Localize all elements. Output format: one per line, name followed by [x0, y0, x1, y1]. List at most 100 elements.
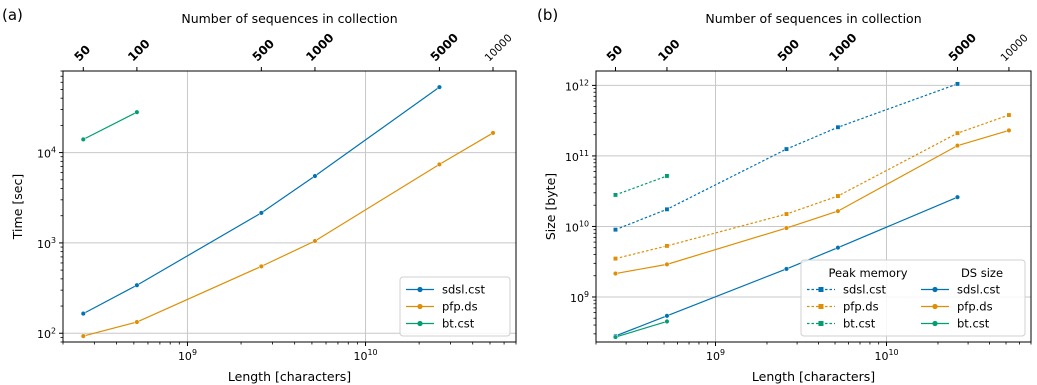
top-axis-tick-label: 50	[72, 42, 94, 64]
plot-frame	[62, 70, 517, 343]
top-axis-tick-label: 500	[250, 36, 278, 64]
legend-label: sdsl.cst	[442, 283, 485, 297]
data-point	[612, 334, 619, 340]
series-line-pfp-ds	[615, 129, 1010, 275]
legend-marker	[818, 287, 824, 292]
legend-box	[800, 259, 1026, 337]
data-point	[664, 313, 670, 319]
data-point	[835, 193, 841, 199]
y-axis-label: Size [byte]	[543, 173, 558, 240]
data-point	[835, 245, 841, 251]
series-line-sdsl-cst	[83, 86, 440, 315]
y-tick-label: 1010	[565, 220, 589, 235]
plot-frame	[595, 70, 1032, 343]
legend-marker	[932, 320, 938, 327]
y-tick-label: 1011	[565, 149, 589, 164]
data-point	[312, 238, 318, 244]
data-point	[954, 194, 961, 200]
legend-marker	[932, 286, 938, 293]
y-axis-label: Time [sec]	[10, 174, 25, 240]
data-point	[664, 173, 670, 179]
data-point	[664, 243, 670, 249]
data-point	[436, 84, 442, 90]
data-point	[80, 311, 86, 317]
data-point	[613, 256, 618, 262]
legend-box	[399, 276, 511, 337]
y-tick-label: 102	[37, 326, 56, 341]
legend-marker	[417, 320, 423, 327]
legend-label: pfp.ds	[843, 300, 879, 314]
data-point	[258, 263, 264, 269]
y-tick-label: 104	[37, 146, 56, 161]
data-point	[664, 261, 670, 267]
top-axis-tick-label: 10000	[999, 32, 1031, 64]
top-axis-tick-label: 5000	[428, 31, 462, 65]
data-point	[312, 173, 318, 179]
top-axis-tick-label: 1000	[826, 31, 860, 65]
data-point	[783, 266, 790, 272]
top-axis-tick-label: 5000	[946, 31, 980, 65]
data-point	[613, 192, 618, 198]
data-point	[490, 130, 496, 136]
data-point	[784, 146, 789, 152]
top-axis-tick-label: 500	[775, 36, 803, 64]
legend-label: bt.cst	[957, 317, 990, 331]
top-axis-tick-label: 100	[655, 36, 683, 64]
legend-label: sdsl.cst	[843, 283, 886, 297]
panel-label: (b)	[537, 6, 558, 24]
x-tick-label: 109	[706, 348, 725, 363]
data-point	[954, 143, 961, 149]
x-axis-label: Length [characters]	[752, 369, 875, 384]
data-point	[664, 206, 670, 212]
x-axis-label: Length [characters]	[228, 369, 351, 384]
top-axis-label: Number of sequences in collection	[705, 11, 921, 26]
data-point	[436, 161, 442, 167]
series-line-pfp-ds	[615, 114, 1010, 260]
legend-label: sdsl.cst	[957, 283, 1000, 297]
data-point	[664, 318, 670, 324]
x-tick-label: 1010	[874, 348, 898, 363]
data-point	[612, 270, 619, 277]
data-point	[955, 81, 960, 87]
data-point	[134, 319, 140, 325]
top-axis-tick-label: 1000	[303, 31, 337, 65]
series-line-pfp-ds	[83, 132, 494, 337]
legend-marker	[818, 321, 824, 326]
data-point	[835, 208, 841, 214]
top-axis-tick-label: 10000	[483, 32, 515, 64]
legend-label: bt.cst	[843, 317, 876, 331]
data-point	[80, 333, 86, 339]
legend-label: bt.cst	[442, 317, 475, 331]
y-tick-label: 1012	[565, 78, 589, 93]
data-point	[613, 227, 618, 233]
data-point	[258, 210, 264, 216]
data-point	[783, 225, 790, 231]
data-point	[835, 124, 841, 130]
data-point	[134, 282, 140, 288]
data-point	[1006, 112, 1012, 118]
panel-label: (a)	[2, 6, 23, 24]
y-tick-label: 103	[37, 236, 56, 251]
data-point	[784, 211, 789, 217]
legend-label: pfp.ds	[442, 300, 478, 314]
series-line-bt-cst	[615, 320, 668, 338]
x-tick-label: 1010	[353, 348, 377, 363]
top-axis-label: Number of sequences in collection	[181, 11, 397, 26]
legend-group-title: DS size	[961, 266, 1003, 280]
series-line-bt-cst	[615, 175, 668, 196]
x-tick-label: 109	[178, 348, 197, 363]
legend-marker	[932, 303, 938, 310]
top-axis-tick-label: 50	[604, 42, 626, 64]
y-tick-label: 109	[570, 290, 589, 305]
legend-label: pfp.ds	[957, 300, 993, 314]
legend-marker	[818, 304, 824, 309]
legend-group-title: Peak memory	[828, 266, 907, 280]
top-axis-tick-label: 100	[125, 36, 153, 64]
data-point	[1006, 127, 1012, 133]
legend-marker	[417, 303, 423, 310]
data-point	[80, 136, 86, 142]
legend-marker	[417, 286, 423, 293]
series-line-bt-cst	[83, 111, 138, 140]
